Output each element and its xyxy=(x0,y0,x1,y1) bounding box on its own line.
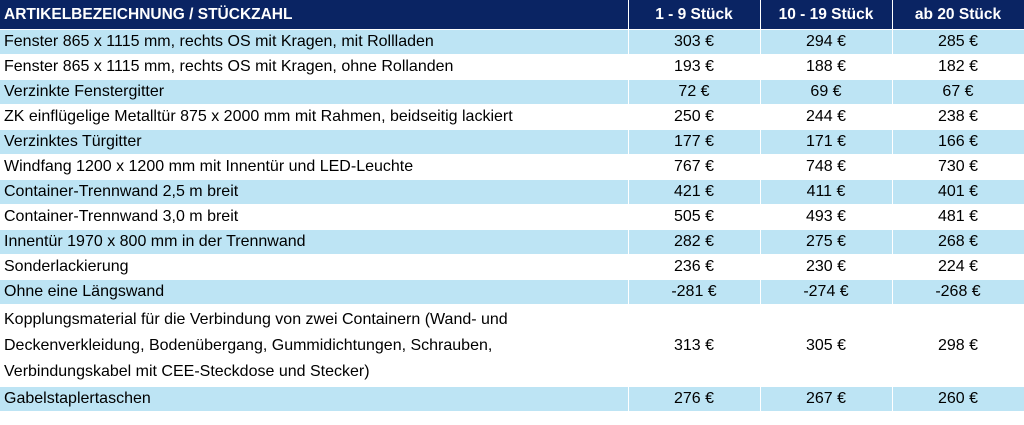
price-tier-2: 294 € xyxy=(760,29,893,55)
article-name: Ohne eine Längswand xyxy=(0,279,629,305)
price-tier-1: 767 € xyxy=(628,154,761,180)
table-header-row: ARTIKELBEZEICHNUNG / STÜCKZAHL 1 - 9 Stü… xyxy=(0,0,1024,30)
table-row: ZK einflügelige Metalltür 875 x 2000 mm … xyxy=(0,104,1024,130)
price-tier-2: 493 € xyxy=(760,204,893,230)
price-tier-2: 411 € xyxy=(760,179,893,205)
price-tier-1: 193 € xyxy=(628,54,761,80)
article-name: Innentür 1970 x 800 mm in der Trennwand xyxy=(0,229,629,255)
header-tier-3: ab 20 Stück xyxy=(892,0,1024,30)
price-tier-2: 244 € xyxy=(760,104,893,130)
price-tier-3: 481 € xyxy=(892,204,1024,230)
price-tier-3: 224 € xyxy=(892,254,1024,280)
table-row: Innentür 1970 x 800 mm in der Trennwand … xyxy=(0,229,1024,255)
table-row: Kopplungsmaterial für die Verbindung von… xyxy=(0,304,1024,387)
header-article: ARTIKELBEZEICHNUNG / STÜCKZAHL xyxy=(0,0,629,30)
price-tier-3: 238 € xyxy=(892,104,1024,130)
table-row: Ohne eine Längswand -281 € -274 € -268 € xyxy=(0,279,1024,305)
price-tier-2: 748 € xyxy=(760,154,893,180)
price-tier-2: 275 € xyxy=(760,229,893,255)
article-name: Container-Trennwand 2,5 m breit xyxy=(0,179,629,205)
table-row: Verzinkte Fenstergitter 72 € 69 € 67 € xyxy=(0,79,1024,105)
price-tier-3: 182 € xyxy=(892,54,1024,80)
price-tier-1: 250 € xyxy=(628,104,761,130)
table-row: Fenster 865 x 1115 mm, rechts OS mit Kra… xyxy=(0,29,1024,55)
article-name: Fenster 865 x 1115 mm, rechts OS mit Kra… xyxy=(0,54,629,80)
article-name: Kopplungsmaterial für die Verbindung von… xyxy=(0,304,629,387)
price-tier-3: 401 € xyxy=(892,179,1024,205)
price-table: ARTIKELBEZEICHNUNG / STÜCKZAHL 1 - 9 Stü… xyxy=(0,0,1024,412)
article-name: Windfang 1200 x 1200 mm mit Innentür und… xyxy=(0,154,629,180)
price-tier-3: 285 € xyxy=(892,29,1024,55)
header-tier-2: 10 - 19 Stück xyxy=(760,0,893,30)
article-name: ZK einflügelige Metalltür 875 x 2000 mm … xyxy=(0,104,629,130)
price-tier-1: 236 € xyxy=(628,254,761,280)
price-tier-1: 303 € xyxy=(628,29,761,55)
article-name: Fenster 865 x 1115 mm, rechts OS mit Kra… xyxy=(0,29,629,55)
table-row: Container-Trennwand 3,0 m breit 505 € 49… xyxy=(0,204,1024,230)
price-tier-2: 69 € xyxy=(760,79,893,105)
article-name: Sonderlackierung xyxy=(0,254,629,280)
price-tier-2: 171 € xyxy=(760,129,893,155)
table-row: Sonderlackierung 236 € 230 € 224 € xyxy=(0,254,1024,280)
table-row: Fenster 865 x 1115 mm, rechts OS mit Kra… xyxy=(0,54,1024,80)
table-row: Verzinktes Türgitter 177 € 171 € 166 € xyxy=(0,129,1024,155)
price-tier-2: 230 € xyxy=(760,254,893,280)
table-row: Gabelstaplertaschen 276 € 267 € 260 € xyxy=(0,386,1024,412)
price-tier-3: 166 € xyxy=(892,129,1024,155)
price-tier-1: 505 € xyxy=(628,204,761,230)
price-tier-3: 268 € xyxy=(892,229,1024,255)
price-tier-3: 298 € xyxy=(892,304,1024,387)
article-name: Container-Trennwand 3,0 m breit xyxy=(0,204,629,230)
price-tier-3: -268 € xyxy=(892,279,1024,305)
price-tier-1: 313 € xyxy=(628,304,761,387)
price-tier-1: 72 € xyxy=(628,79,761,105)
price-tier-1: 177 € xyxy=(628,129,761,155)
price-tier-1: 276 € xyxy=(628,386,761,412)
price-tier-2: 267 € xyxy=(760,386,893,412)
price-tier-1: 282 € xyxy=(628,229,761,255)
price-tier-1: -281 € xyxy=(628,279,761,305)
price-tier-3: 730 € xyxy=(892,154,1024,180)
price-tier-3: 67 € xyxy=(892,79,1024,105)
header-tier-1: 1 - 9 Stück xyxy=(628,0,761,30)
article-name: Verzinktes Türgitter xyxy=(0,129,629,155)
price-tier-2: 188 € xyxy=(760,54,893,80)
table-row: Container-Trennwand 2,5 m breit 421 € 41… xyxy=(0,179,1024,205)
price-tier-3: 260 € xyxy=(892,386,1024,412)
price-tier-2: 305 € xyxy=(760,304,893,387)
article-name: Gabelstaplertaschen xyxy=(0,386,629,412)
price-tier-2: -274 € xyxy=(760,279,893,305)
table-row: Windfang 1200 x 1200 mm mit Innentür und… xyxy=(0,154,1024,180)
price-tier-1: 421 € xyxy=(628,179,761,205)
article-name: Verzinkte Fenstergitter xyxy=(0,79,629,105)
